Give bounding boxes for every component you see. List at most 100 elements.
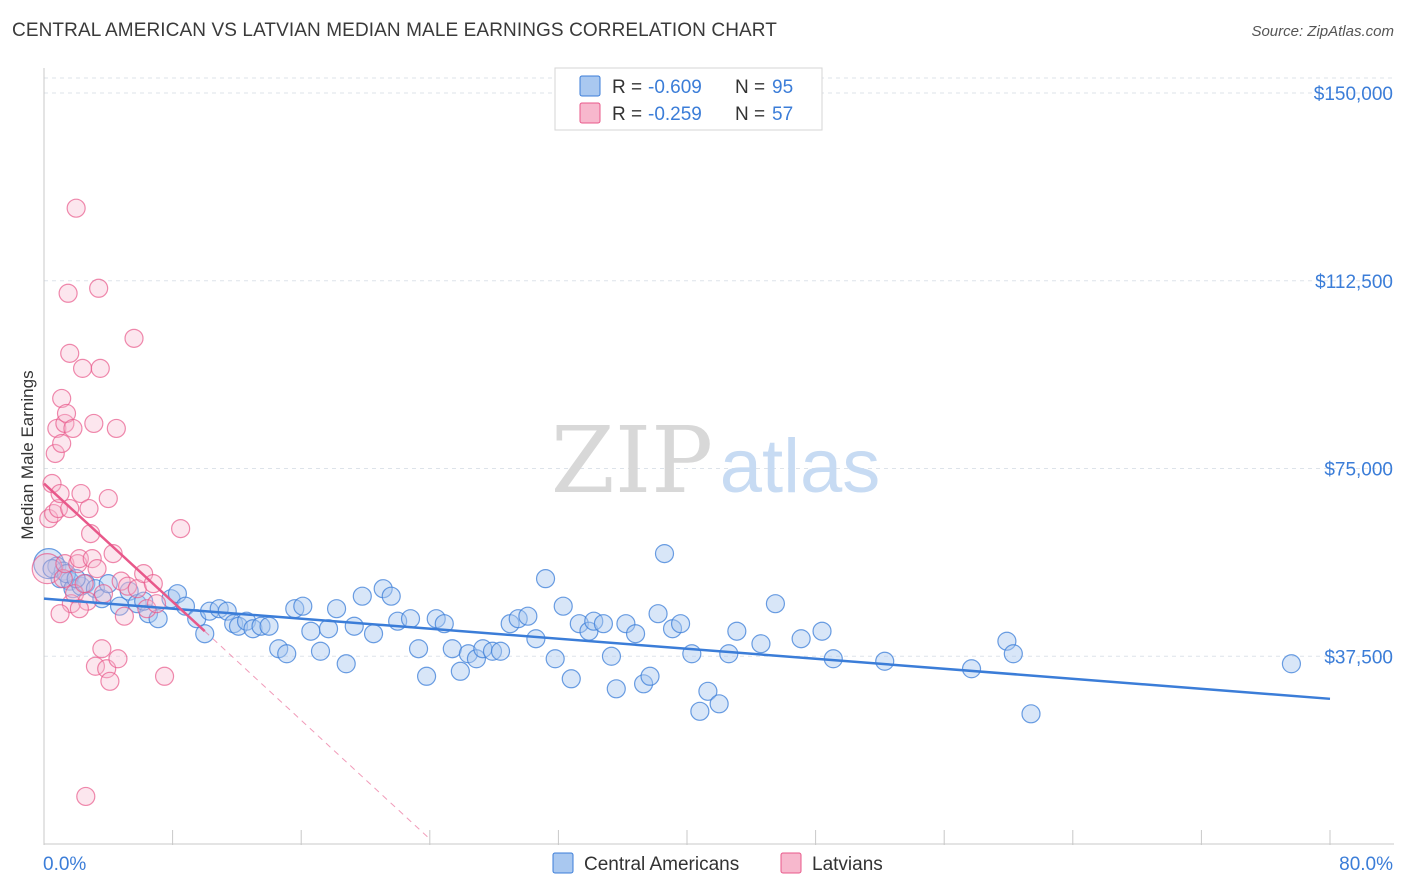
data-point-latvians (48, 498, 69, 519)
data-point-central-americans (336, 654, 356, 674)
data-point-central-americans (654, 544, 675, 564)
data-point-central-americans (812, 621, 832, 641)
data-point-latvians (79, 498, 99, 519)
data-point-latvians (45, 443, 65, 464)
watermark: ZIP atlas (551, 407, 880, 514)
data-point-central-americans (606, 679, 626, 699)
data-point-central-americans (535, 569, 556, 589)
data-point-central-americans (569, 614, 589, 634)
data-point-central-americans (727, 621, 747, 641)
data-point-central-americans (616, 614, 636, 634)
data-point-central-americans (553, 596, 573, 616)
data-point-central-americans (434, 614, 454, 634)
x-tick-label-0: 0.0% (43, 854, 86, 875)
data-point-latvians (84, 413, 104, 434)
data-point-central-americans (293, 596, 313, 616)
data-point-latvians (50, 604, 70, 624)
data-point-latvians (82, 549, 102, 569)
data-point-latvians (171, 518, 191, 539)
data-point-central-americans (450, 661, 470, 681)
x-tick-label-1: 80.0% (1339, 854, 1393, 875)
data-point-central-americans (363, 624, 384, 644)
source-label: Source: ZipAtlas.com (1251, 23, 1394, 40)
data-point-central-americans (277, 644, 297, 664)
trend-line-latvians (43, 482, 206, 633)
data-point-central-americans (259, 616, 279, 636)
data-point-central-americans (601, 646, 622, 666)
data-point-central-americans (344, 616, 364, 636)
chart-title: CENTRAL AMERICAN VS LATVIAN MEDIAN MALE … (12, 20, 777, 41)
data-point-central-americans (373, 579, 393, 599)
data-point-central-americans (1281, 654, 1302, 674)
legend-box: R = -0.609 N = 95 R = -0.259 N = 57 (554, 67, 823, 131)
data-point-central-americans (408, 639, 429, 659)
data-point-central-americans (352, 586, 372, 606)
y-tick-label-0: $37,500 (1324, 647, 1393, 668)
data-point-latvians (93, 584, 114, 604)
data-point-latvians (53, 569, 73, 589)
data-point-central-americans (310, 641, 331, 661)
data-point-latvians (146, 594, 167, 614)
data-point-central-americans (791, 629, 811, 649)
data-point-central-americans (251, 616, 271, 636)
data-point-central-americans (690, 701, 710, 721)
data-point-latvians (154, 666, 175, 686)
data-point-central-americans (640, 666, 660, 686)
trend-lines (43, 482, 1331, 840)
data-point-latvians (137, 599, 157, 619)
data-point-latvians (100, 671, 120, 691)
data-point-latvians (106, 418, 126, 439)
data-point-latvians (92, 639, 112, 659)
series-latvians (31, 198, 191, 807)
legend-r-value-2: -0.259 (648, 104, 702, 125)
legend-n-value-1: 95 (772, 77, 793, 98)
legend-r-label-2: R = (612, 104, 642, 125)
data-point-central-americans (997, 631, 1017, 651)
legend-n-value-2: 57 (772, 104, 793, 125)
data-point-central-americans (719, 644, 739, 664)
data-point-central-americans (1003, 644, 1023, 664)
data-point-central-americans (490, 641, 511, 661)
legend-swatch-pink (579, 102, 601, 124)
data-point-latvians (90, 358, 110, 378)
data-point-latvians (71, 483, 91, 504)
data-point-central-americans (326, 599, 347, 619)
data-point-latvians (98, 488, 118, 509)
legend-swatch-blue (579, 75, 601, 97)
data-point-central-americans (518, 606, 538, 626)
data-point-central-americans (625, 624, 646, 644)
y-axis-label: Median Male Earnings (18, 370, 37, 539)
x-tick-labels: 0.0% 80.0% (43, 854, 1393, 875)
data-point-central-americans (400, 609, 421, 629)
data-point-central-americans (709, 694, 729, 714)
bottom-legend-swatch-blue (552, 852, 574, 874)
data-point-latvians (87, 559, 107, 579)
bottom-legend: Central Americans Latvians (552, 852, 883, 875)
data-point-latvians (85, 656, 106, 676)
data-point-central-americans (765, 594, 786, 614)
legend-n-label-2: N = (735, 104, 765, 125)
data-point-latvians (124, 328, 144, 348)
data-point-central-americans (593, 614, 614, 634)
data-point-central-americans (751, 634, 771, 654)
data-point-latvians (58, 283, 78, 303)
data-point-central-americans (442, 639, 462, 659)
watermark-atlas: atlas (720, 424, 881, 509)
data-point-latvians (52, 388, 72, 409)
data-point-latvians (89, 278, 109, 298)
data-point-latvians (66, 198, 86, 218)
data-point-latvians (74, 574, 94, 594)
data-point-latvians (76, 786, 96, 807)
data-point-central-americans (698, 681, 718, 701)
grid-lines (44, 77, 1394, 657)
data-point-central-americans (482, 641, 503, 661)
data-point-latvians (60, 343, 80, 363)
legend-n-label-1: N = (735, 77, 765, 98)
series-central-americans (33, 544, 1302, 724)
trend-line-latvians-extension (204, 630, 431, 840)
data-point-central-americans (236, 611, 257, 631)
data-point-central-americans (961, 659, 982, 679)
data-point-central-americans (670, 614, 691, 634)
data-point-latvians (52, 433, 72, 454)
data-point-latvians (50, 483, 70, 504)
